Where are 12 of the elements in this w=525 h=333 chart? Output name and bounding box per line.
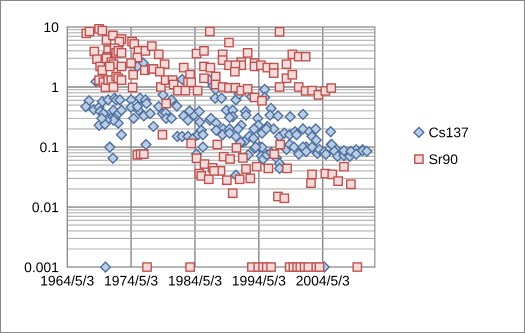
- legend-label: Cs137: [429, 127, 468, 138]
- y-tick-label: 0.1: [40, 142, 58, 152]
- x-tick-label: 1964/5/3: [41, 275, 94, 286]
- x-tick-label: 1984/5/3: [168, 275, 222, 286]
- x-tick-label: 2004/5/3: [296, 275, 350, 286]
- y-tick-label: 0.01: [32, 202, 58, 212]
- y-tick-label: 10: [44, 22, 58, 32]
- x-tick-label: 1974/5/3: [105, 275, 158, 286]
- x-tick-label: 1994/5/3: [232, 275, 286, 286]
- y-tick-label: 1: [52, 82, 58, 92]
- y-tick-label: 0.001: [24, 262, 58, 272]
- legend-label: Sr90: [429, 154, 458, 164]
